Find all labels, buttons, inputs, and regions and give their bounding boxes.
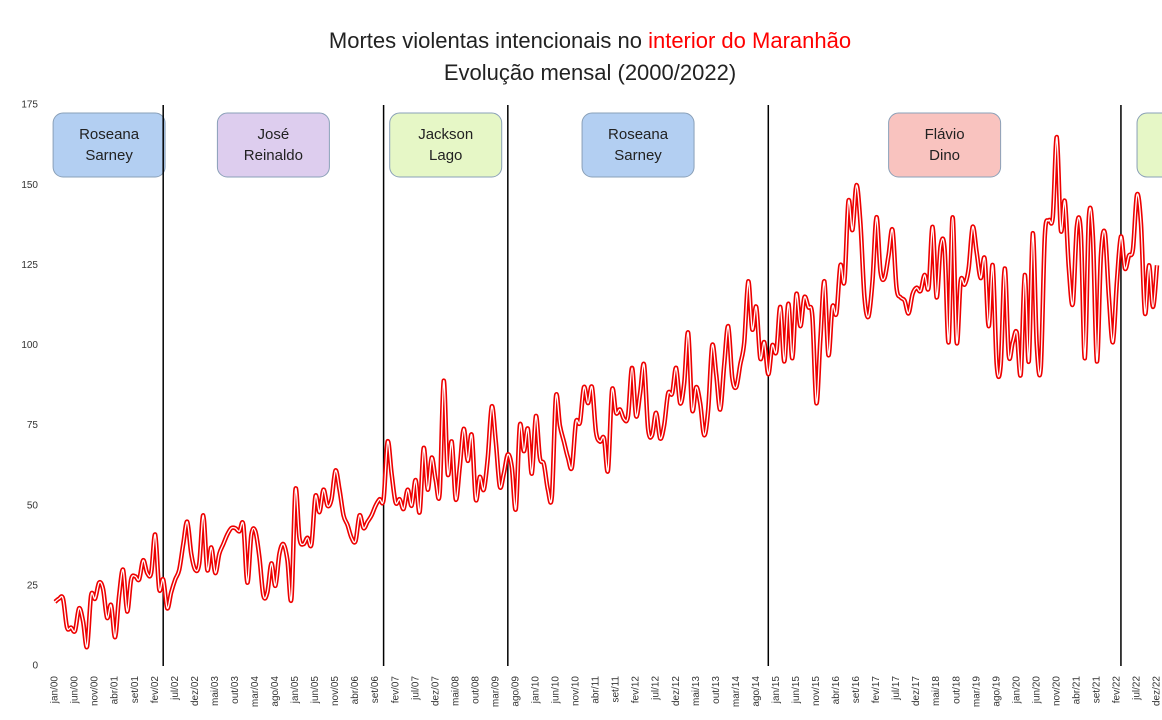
government-label: Jackson	[418, 126, 473, 143]
x-tick-label: nov/10	[571, 676, 582, 706]
x-tick-label: abr/11	[591, 676, 602, 704]
x-tick-label: dez/12	[671, 676, 682, 706]
y-tick-label: 25	[27, 580, 39, 591]
x-tick-label: jul/22	[1132, 676, 1143, 701]
x-tick-label: jul/07	[410, 676, 421, 701]
x-tick-label: fev/07	[390, 676, 401, 704]
government-label: Sarney	[614, 147, 662, 164]
x-tick-label: out/13	[711, 676, 722, 704]
government-box	[888, 112, 1002, 178]
government-box	[581, 112, 695, 178]
x-tick-label: mai/03	[210, 676, 221, 706]
x-tick-label: nov/05	[330, 676, 341, 706]
x-tick-label: abr/01	[110, 676, 121, 705]
x-tick-label: jun/15	[791, 676, 802, 705]
government-label: Lago	[429, 147, 462, 164]
x-tick-label: nov/00	[90, 676, 101, 706]
x-tick-label: jan/20	[1011, 676, 1022, 705]
x-tick-label: set/11	[611, 676, 622, 703]
x-tick-label: dez/22	[1152, 676, 1162, 706]
x-tick-label: fev/12	[631, 676, 642, 704]
x-tick-label: fev/17	[871, 676, 882, 704]
x-tick-label: mar/09	[490, 676, 501, 708]
chart-subtitle: Evolução mensal (2000/2022)	[444, 60, 736, 85]
government-label: Reinaldo	[244, 147, 303, 164]
x-tick-label: out/08	[470, 676, 481, 704]
government-label: Sarney	[85, 147, 133, 164]
x-tick-label: jul/17	[891, 676, 902, 701]
government-label: Dino	[929, 147, 960, 164]
title-text: Mortes violentas intencionais no	[329, 28, 642, 53]
y-tick-label: 175	[21, 100, 38, 111]
x-tick-label: mai/13	[691, 676, 702, 706]
x-tick-label: fev/02	[150, 676, 161, 704]
x-tick-label: set/16	[851, 676, 862, 704]
x-tick-label: abr/16	[831, 676, 842, 705]
x-tick-label: jan/00	[50, 676, 61, 705]
data-line	[53, 134, 1160, 650]
x-tick-label: ago/14	[751, 676, 762, 707]
x-tick-label: out/18	[951, 676, 962, 704]
government-box	[52, 112, 166, 178]
government-label: Roseana	[79, 126, 140, 143]
x-tick-label: jun/10	[551, 676, 562, 705]
y-tick-label: 100	[21, 340, 38, 351]
y-tick-label: 150	[21, 180, 38, 191]
x-tick-label: abr/21	[1071, 676, 1082, 705]
x-tick-label: nov/20	[1051, 676, 1062, 706]
x-tick-label: mar/04	[250, 676, 261, 708]
x-tick-label: ago/19	[991, 676, 1002, 707]
x-tick-label: set/21	[1092, 676, 1103, 704]
government-box	[389, 112, 503, 178]
data-line-highlight	[54, 136, 1158, 648]
x-tick-label: abr/06	[350, 676, 361, 705]
x-tick-label: dez/17	[911, 676, 922, 706]
y-tick-label: 50	[27, 500, 39, 511]
government-label: Flávio	[925, 126, 965, 143]
x-tick-label: jun/00	[70, 676, 81, 705]
y-tick-label: 125	[21, 260, 38, 271]
y-tick-label: 0	[32, 661, 38, 672]
government-label: José	[258, 126, 290, 143]
x-tick-label: mai/18	[931, 676, 942, 706]
x-tick-label: out/03	[230, 676, 241, 704]
chart-title: Mortes violentas intencionais no interio…	[329, 28, 851, 53]
x-tick-label: jun/05	[310, 676, 321, 705]
x-tick-label: ago/04	[270, 676, 281, 707]
x-tick-label: jul/12	[651, 676, 662, 701]
x-tick-label: dez/02	[190, 676, 201, 706]
x-tick-label: mar/19	[971, 676, 982, 708]
x-tick-label: mai/08	[450, 676, 461, 706]
x-tick-label: jan/10	[531, 676, 542, 705]
government-box	[216, 112, 330, 178]
x-tick-label: jul/02	[170, 676, 181, 701]
x-tick-label: set/01	[130, 676, 141, 704]
government-label: Roseana	[608, 126, 669, 143]
x-tick-label: jun/20	[1031, 676, 1042, 705]
x-tick-label: nov/15	[811, 676, 822, 706]
x-tick-label: set/06	[370, 676, 381, 704]
x-tick-label: fev/22	[1112, 676, 1123, 704]
x-tick-label: ago/09	[510, 676, 521, 707]
x-tick-label: jan/15	[771, 676, 782, 705]
x-tick-label: dez/07	[430, 676, 441, 706]
government-box	[1136, 112, 1162, 178]
x-tick-label: mar/14	[731, 676, 742, 708]
y-tick-label: 75	[27, 420, 39, 431]
title-highlight: interior do Maranhão	[648, 28, 851, 53]
x-tick-label: jan/05	[290, 676, 301, 705]
